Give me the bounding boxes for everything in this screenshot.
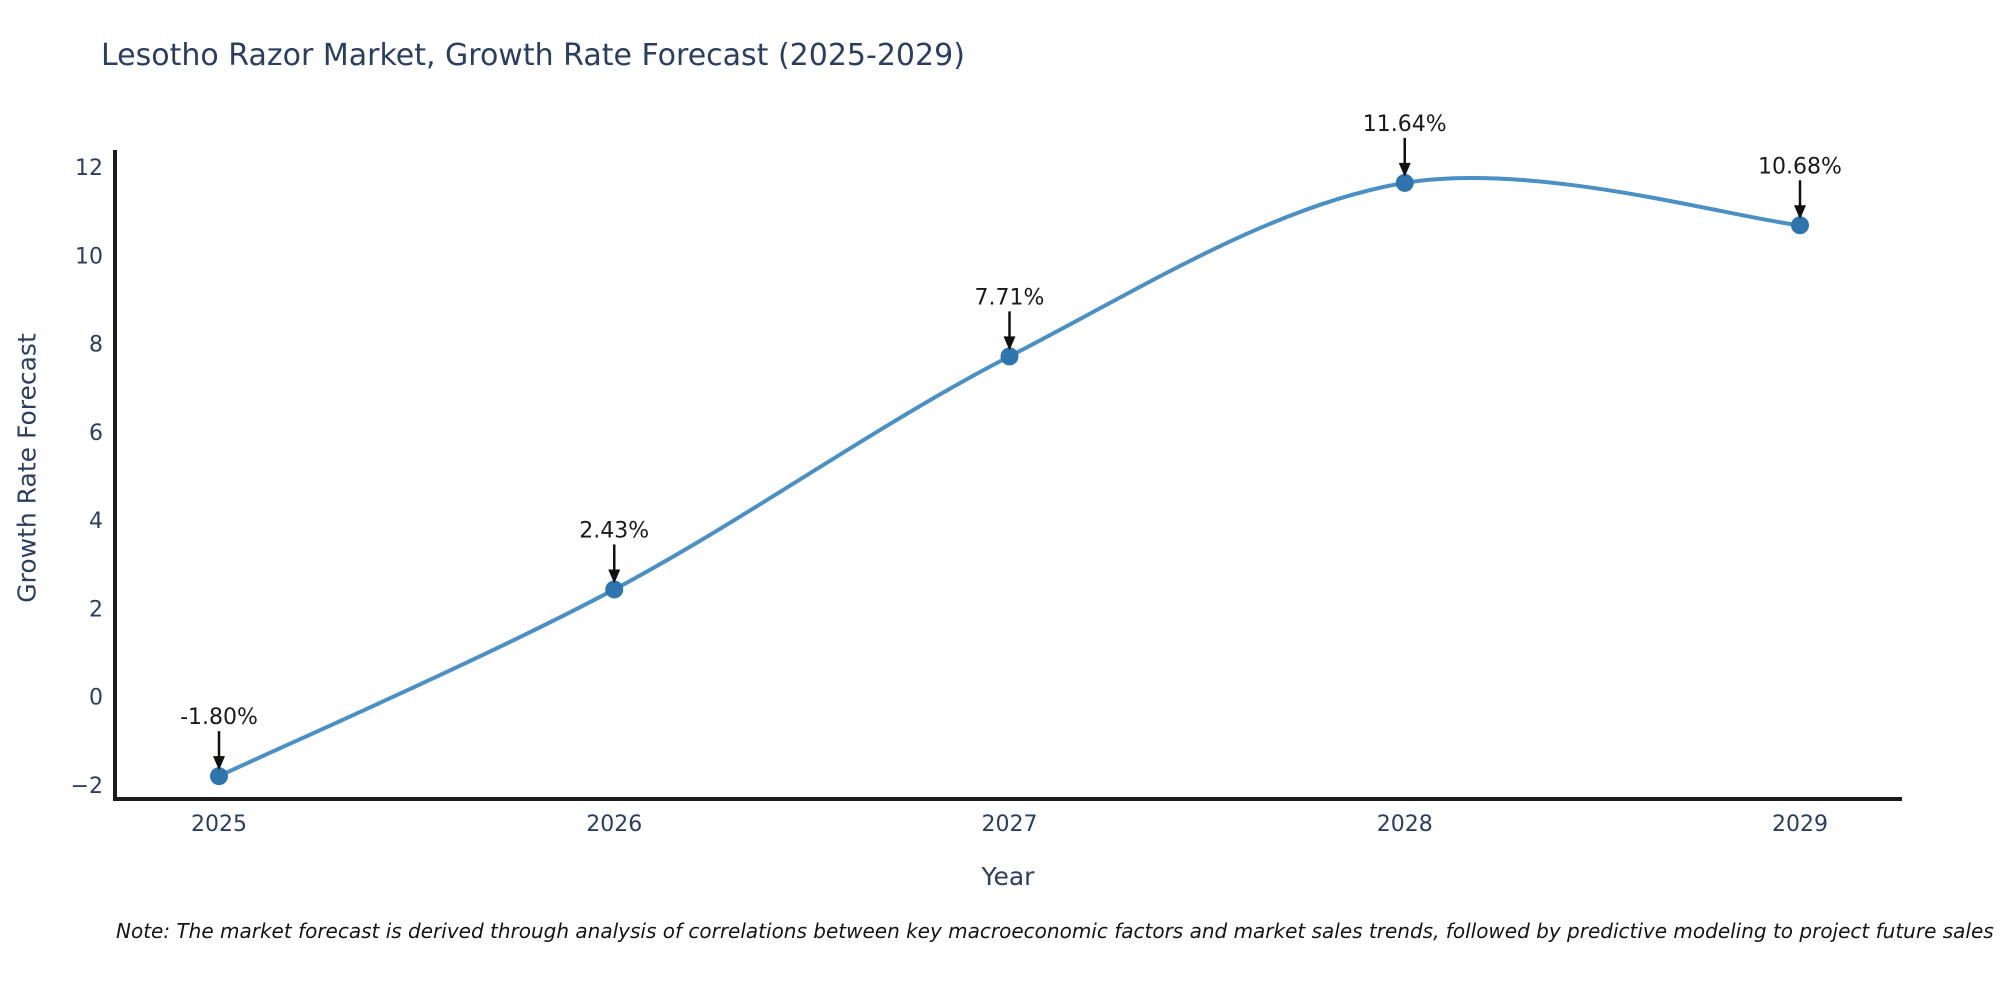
point-annotation: 10.68% [1758,154,1842,179]
point-annotation: 11.64% [1363,112,1447,137]
y-tick-label: −2 [71,774,103,799]
data-point [605,580,624,599]
x-tick-label: 2029 [1772,812,1828,837]
point-annotation: -1.80% [180,705,258,730]
chart-title: Lesotho Razor Market, Growth Rate Foreca… [101,38,965,73]
annotation-arrowhead [608,569,621,584]
y-tick-label: 2 [89,597,103,622]
footnote: Note: The market forecast is derived thr… [116,919,1994,943]
y-tick-label: 8 [89,333,103,358]
x-tick-label: 2025 [191,812,247,837]
annotation-arrowhead [213,756,225,771]
annotation-arrowhead [1003,336,1016,351]
data-point [1000,347,1019,366]
x-tick-label: 2027 [982,812,1038,837]
y-tick-label: 4 [89,509,103,534]
y-tick-label: 6 [89,421,103,446]
data-point [1395,173,1414,192]
data-point [1791,216,1809,235]
point-annotation: 2.43% [579,518,649,543]
y-tick-label: 0 [89,686,103,711]
trend-line [217,175,1802,779]
y-tick-label: 12 [75,156,103,181]
x-axis-title: Year [981,862,1035,891]
y-tick-label: 10 [75,244,103,269]
point-annotation: 7.71% [975,285,1045,310]
x-tick-label: 2026 [586,812,642,837]
annotation-arrowhead [1398,162,1411,177]
annotation-arrowhead [1794,205,1806,220]
data-point [210,767,228,786]
x-tick-label: 2028 [1377,812,1433,837]
